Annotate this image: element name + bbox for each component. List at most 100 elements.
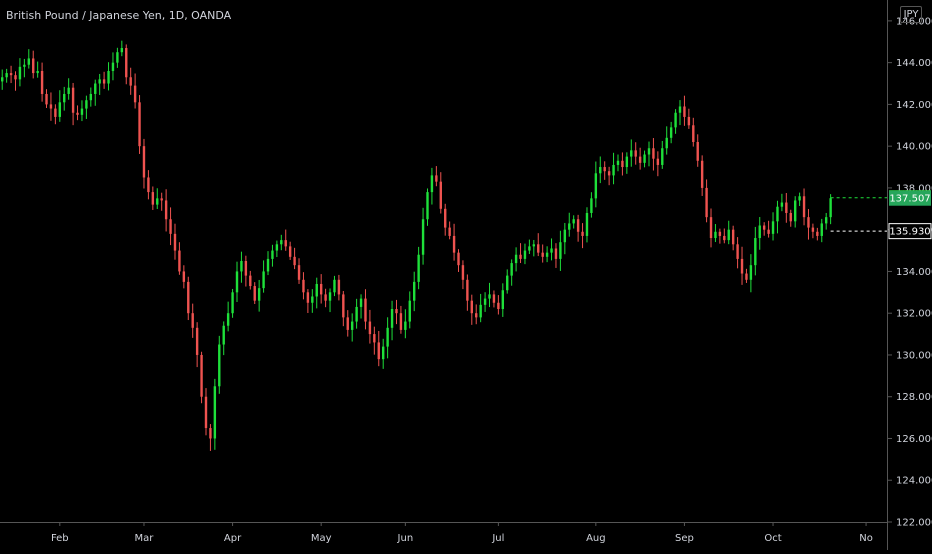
candle-body bbox=[497, 303, 499, 309]
candle bbox=[657, 151, 659, 176]
candle bbox=[338, 275, 340, 300]
candle-body bbox=[302, 280, 304, 293]
candle bbox=[785, 193, 787, 223]
candle-body bbox=[471, 301, 473, 314]
candle-body bbox=[812, 228, 814, 232]
candle bbox=[639, 148, 641, 170]
candle-body bbox=[457, 253, 459, 266]
candle-body bbox=[351, 322, 353, 330]
candle bbox=[781, 194, 783, 211]
candle-body bbox=[750, 265, 752, 280]
x-tick-label: Jul bbox=[491, 533, 504, 544]
candle bbox=[426, 188, 428, 225]
candle bbox=[568, 213, 570, 237]
candle-body bbox=[453, 236, 455, 253]
candle bbox=[603, 161, 605, 180]
candle-body bbox=[599, 167, 601, 173]
candle-body bbox=[807, 217, 809, 227]
candle-body bbox=[355, 307, 357, 322]
candle bbox=[754, 227, 756, 275]
candle-body bbox=[697, 142, 699, 161]
candle-body bbox=[129, 77, 131, 85]
candle bbox=[276, 241, 278, 257]
candle-body bbox=[138, 102, 140, 146]
candle bbox=[533, 240, 535, 256]
candle-body bbox=[178, 251, 180, 272]
candle bbox=[10, 66, 12, 83]
candle-body bbox=[590, 198, 592, 213]
candle bbox=[812, 224, 814, 239]
candle bbox=[85, 96, 87, 119]
candle-body bbox=[174, 234, 176, 251]
candle bbox=[621, 152, 623, 175]
candle bbox=[417, 247, 419, 289]
candle bbox=[555, 243, 557, 268]
candle bbox=[258, 280, 260, 312]
candle bbox=[502, 283, 504, 317]
x-tick-label: Oct bbox=[764, 533, 781, 544]
candle bbox=[196, 322, 198, 367]
candle-body bbox=[258, 288, 260, 301]
x-tick-label: Apr bbox=[224, 533, 242, 544]
candle-body bbox=[409, 301, 411, 322]
candle bbox=[320, 274, 322, 303]
candles-layer bbox=[1, 41, 832, 451]
candle-body bbox=[630, 150, 632, 156]
candle-body bbox=[577, 219, 579, 232]
candle-body bbox=[267, 259, 269, 272]
candle bbox=[280, 235, 282, 250]
candle bbox=[821, 219, 823, 242]
candle-body bbox=[1, 77, 3, 81]
candle bbox=[316, 278, 318, 309]
candle-body bbox=[395, 309, 397, 313]
candle bbox=[617, 155, 619, 172]
candle-body bbox=[85, 100, 87, 108]
candle-body bbox=[324, 294, 326, 300]
y-tick-label: 134.000 bbox=[896, 267, 932, 278]
candle-body bbox=[745, 274, 747, 280]
candle bbox=[577, 215, 579, 242]
candle-body bbox=[533, 244, 535, 246]
candle bbox=[192, 304, 194, 338]
candle-body bbox=[759, 226, 761, 239]
candle-body bbox=[484, 299, 486, 305]
candle bbox=[648, 142, 650, 167]
candle bbox=[626, 152, 628, 174]
candle-body bbox=[240, 261, 242, 271]
candle bbox=[688, 109, 690, 129]
candle bbox=[103, 72, 105, 89]
candle-body bbox=[320, 284, 322, 294]
candle-body bbox=[475, 313, 477, 317]
candle bbox=[347, 310, 349, 336]
candle bbox=[333, 276, 335, 296]
candle bbox=[767, 221, 769, 238]
candle-body bbox=[816, 232, 818, 236]
candle bbox=[19, 58, 21, 86]
currency-badge[interactable]: JPY bbox=[900, 6, 922, 23]
candle bbox=[666, 126, 668, 154]
candle bbox=[76, 105, 78, 120]
candle bbox=[674, 109, 676, 134]
candle bbox=[90, 88, 92, 107]
candle-body bbox=[781, 203, 783, 207]
candle bbox=[218, 336, 220, 394]
candle bbox=[559, 231, 561, 271]
candle-body bbox=[333, 280, 335, 293]
candle-body bbox=[169, 219, 171, 234]
candle-body bbox=[417, 255, 419, 282]
candle bbox=[240, 252, 242, 283]
candle-body bbox=[342, 294, 344, 317]
candle-body bbox=[271, 251, 273, 259]
x-tick-label: Feb bbox=[51, 533, 69, 544]
candle bbox=[67, 78, 69, 99]
candle bbox=[54, 104, 56, 124]
candle bbox=[701, 155, 703, 196]
price-axis[interactable]: 122.000124.000126.000128.000130.000132.0… bbox=[888, 0, 932, 550]
candle bbox=[759, 217, 761, 250]
candle bbox=[710, 209, 712, 248]
candle-body bbox=[572, 219, 574, 223]
candle-body bbox=[116, 52, 118, 62]
